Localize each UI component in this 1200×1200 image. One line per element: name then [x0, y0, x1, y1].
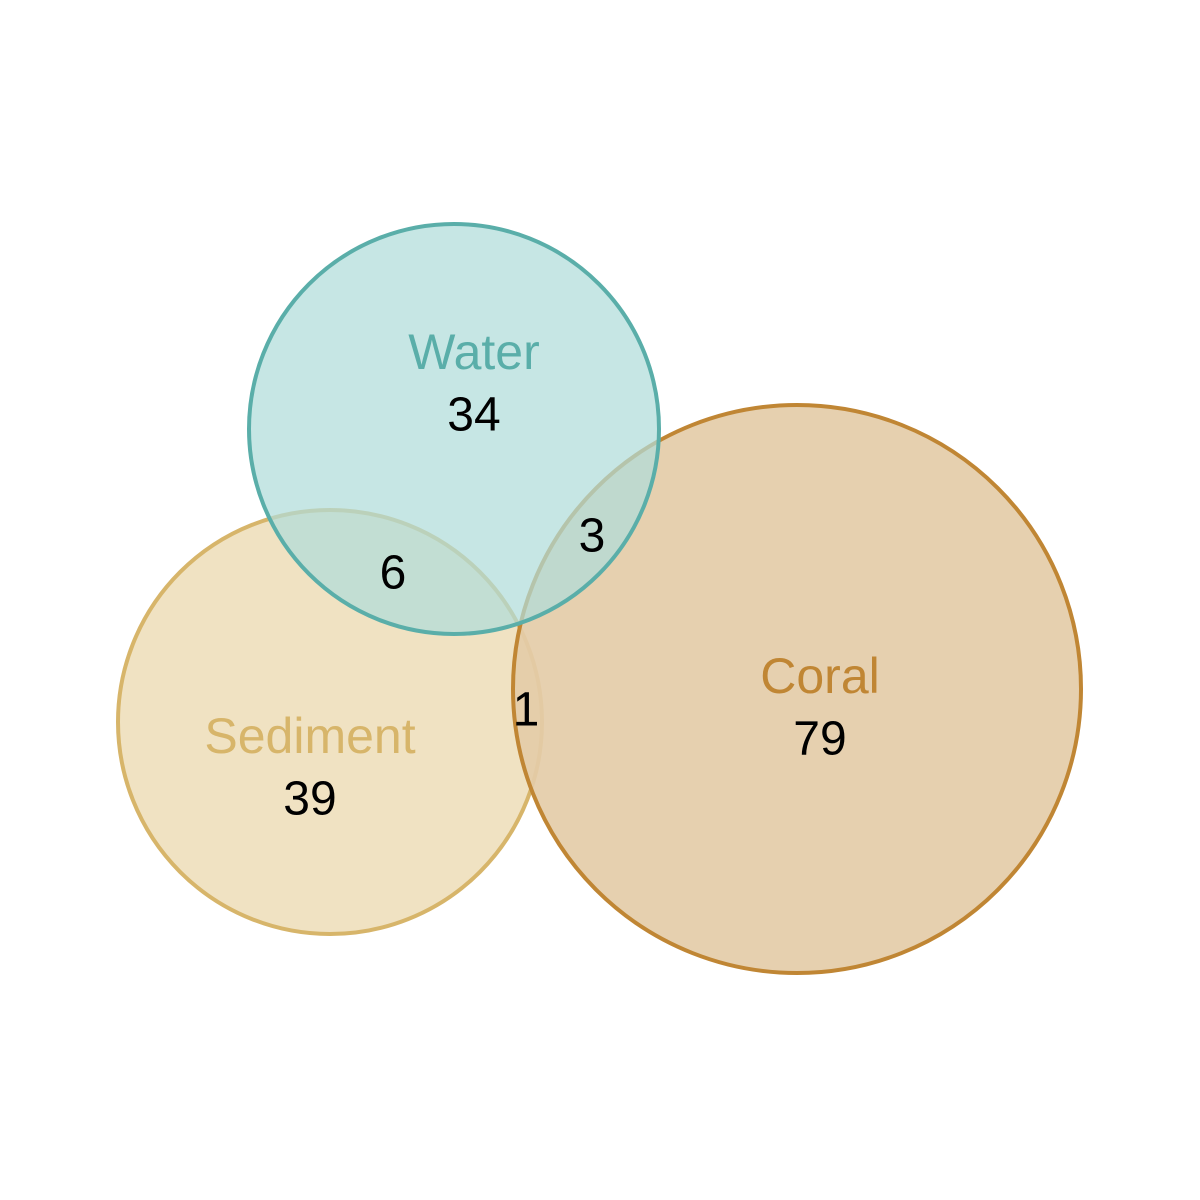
water-only-count: 34 — [447, 389, 500, 442]
sediment-set-label: Sediment — [204, 708, 415, 764]
water-set-label: Water — [408, 324, 540, 380]
sediment-coral-count: 1 — [513, 684, 540, 737]
water-sediment-count: 6 — [380, 547, 407, 600]
sediment-only-count: 39 — [283, 773, 336, 826]
water-circle — [247, 222, 661, 636]
water-coral-count: 3 — [579, 510, 606, 563]
coral-only-count: 79 — [793, 713, 846, 766]
coral-circle — [511, 403, 1083, 975]
coral-set-label: Coral — [760, 648, 879, 704]
